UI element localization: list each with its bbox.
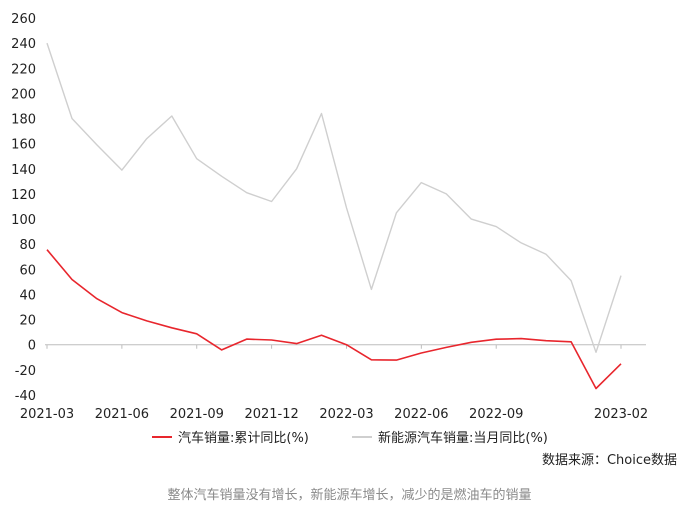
legend-label: 汽车销量:累计同比(%) [178, 430, 309, 446]
y-tick-label: 140 [11, 163, 36, 178]
y-tick-label: -40 [15, 389, 36, 404]
y-tick-label: 0 [28, 339, 36, 354]
y-tick-label: 160 [11, 138, 36, 153]
legend-item-nev-sales: 新能源汽车销量:当月同比(%) [352, 430, 548, 446]
y-tick-label: 260 [11, 12, 36, 27]
y-tick-label: 220 [11, 62, 36, 77]
y-tick-label: 120 [11, 188, 36, 203]
x-tick-label: 2022-06 [394, 407, 448, 422]
x-tick-label: 2021-03 [20, 407, 74, 422]
series-lines [46, 42, 622, 390]
y-tick-label: 200 [11, 87, 36, 102]
series-line-nev-sales [46, 42, 622, 353]
y-axis-ticks: 260240220200180160140120100806040200-20-… [11, 12, 36, 404]
x-tick-label: 2021-06 [95, 407, 149, 422]
legend-item-total-sales: 汽车销量:累计同比(%) [152, 430, 309, 446]
x-tick-label: 2021-12 [244, 407, 298, 422]
y-tick-label: 80 [19, 238, 36, 253]
x-tick-label: 2022-03 [319, 407, 373, 422]
source-note: 数据来源：Choice数据 [541, 453, 677, 468]
y-tick-label: 60 [19, 263, 36, 278]
y-tick-label: -20 [15, 364, 36, 379]
y-tick-label: 40 [19, 288, 36, 303]
legend: 汽车销量:累计同比(%) 新能源汽车销量:当月同比(%) [152, 430, 548, 446]
x-axis: 2021-03 2021-06 2021-09 2021-12 2022-03 2022-… [20, 344, 648, 422]
y-tick-label: 240 [11, 37, 36, 52]
series-line-total-sales [46, 249, 622, 390]
y-tick-label: 20 [19, 314, 36, 329]
x-tick-label: 2023-02 [594, 407, 648, 422]
legend-label: 新能源汽车销量:当月同比(%) [378, 430, 548, 446]
figure-caption: 整体汽车销量没有增长，新能源车增长，减少的是燃油车的销量 [167, 488, 532, 503]
x-tick-label: 2021-09 [170, 407, 224, 422]
x-tick-label: 2022-09 [469, 407, 523, 422]
y-tick-label: 180 [11, 113, 36, 128]
line-chart: 260240220200180160140120100806040200-20-… [11, 12, 648, 446]
y-tick-label: 100 [11, 213, 36, 228]
